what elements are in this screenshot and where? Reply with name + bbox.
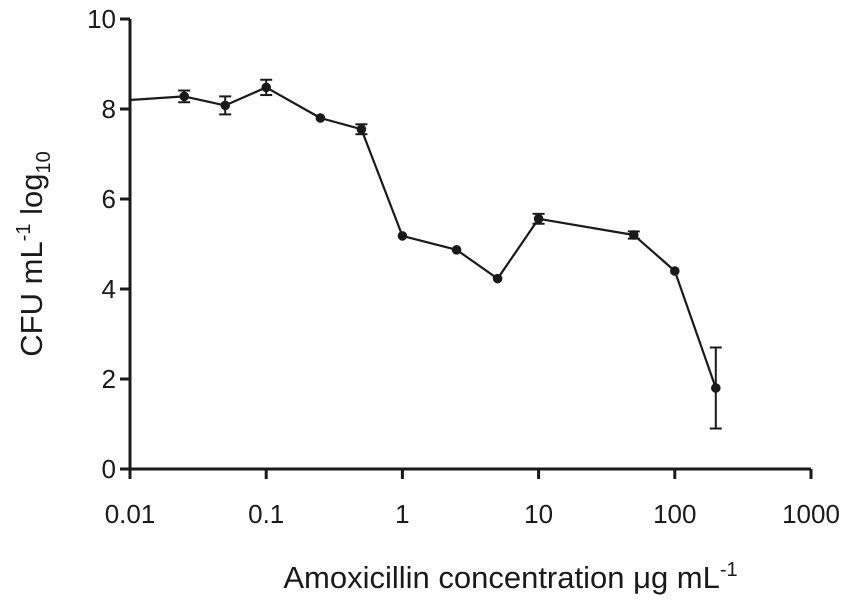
data-point [220, 100, 230, 111]
x-tick-label: 0.01 [105, 499, 156, 529]
x-axis-title: Amoxicillin concentration μg mL-1 [283, 559, 737, 595]
y-tick-label: 10 [87, 4, 116, 34]
y-tick-label: 2 [102, 364, 116, 394]
data-point [628, 230, 639, 240]
x-tick-label: 1000 [782, 499, 840, 529]
y-axis-title-superscript: -1 [13, 224, 35, 242]
data-point [492, 273, 503, 284]
y-axis-title: CFU mL-1 log10 [13, 151, 55, 356]
x-axis-title-main: Amoxicillin concentration μg mL [283, 560, 720, 595]
x-tick-label: 1 [395, 499, 409, 529]
y-tick-label: 8 [102, 94, 116, 124]
data-point [533, 214, 544, 224]
y-tick-label: 0 [102, 454, 116, 484]
y-tick-label: 4 [102, 274, 116, 304]
y-axis-title-subscript: 10 [33, 151, 55, 173]
x-tick-label: 100 [653, 499, 696, 529]
data-point [261, 82, 272, 93]
axes: 0 2 4 6 8 10 0.01 0.1 1 10 100 1000 [87, 4, 840, 529]
data-point [315, 113, 326, 123]
data-point [670, 266, 680, 276]
y-tick-label: 6 [102, 184, 116, 214]
x-axis-title-superscript: -1 [720, 559, 738, 581]
x-tick-label: 10 [524, 499, 553, 529]
y-axis-title-tail: log [14, 174, 49, 224]
data-point [451, 245, 462, 255]
data-point [356, 124, 367, 135]
data-point [711, 383, 721, 393]
data-point [179, 91, 189, 102]
data-point [397, 231, 408, 241]
y-axis-title-main: CFU mL [14, 241, 49, 356]
x-tick-label: 0.1 [248, 499, 284, 529]
series-layer [129, 78, 722, 430]
